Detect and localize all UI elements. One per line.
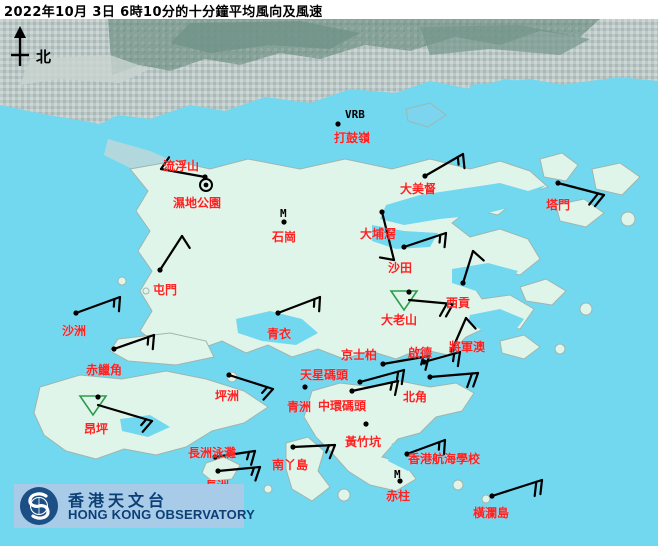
missing-data-marker: M (394, 468, 401, 481)
north-arrow-icon (11, 26, 29, 66)
station-marker[interactable] (449, 316, 477, 353)
station-label[interactable]: 昂坪 (84, 422, 109, 436)
station-marker[interactable] (363, 421, 369, 427)
station-marker[interactable] (421, 350, 462, 368)
station-marker[interactable] (357, 368, 406, 386)
wind-barb-shaft (159, 167, 207, 179)
station-label[interactable]: 中環碼頭 (318, 399, 367, 413)
station-label[interactable]: 京士柏 (341, 348, 378, 362)
station-label[interactable]: 啟德 (408, 346, 433, 360)
wind-barb-shaft (96, 403, 154, 423)
wind-barb-shaft (158, 234, 184, 272)
station-label[interactable]: 長洲泳灘 (188, 446, 237, 460)
station-label[interactable]: 打鼓嶺 (334, 131, 371, 145)
station-marker[interactable] (397, 478, 403, 484)
page-title: 2022年10月 3日 6時10分的十分鐘平均風向及風速 (4, 5, 323, 20)
station-label[interactable]: 西貢 (446, 296, 471, 310)
station-marker[interactable] (157, 234, 191, 273)
station-marker[interactable] (489, 478, 544, 499)
wind-barb-layer (73, 121, 606, 499)
station-label[interactable]: 南丫島 (272, 458, 309, 472)
station-marker[interactable] (378, 209, 396, 262)
station-marker[interactable] (302, 384, 308, 390)
wind-barb-shaft (490, 478, 544, 498)
north-label: 北 (36, 48, 52, 66)
station-label[interactable]: 天星碼頭 (300, 368, 349, 382)
station-marker[interactable] (290, 443, 337, 460)
station-marker[interactable] (275, 295, 322, 316)
wind-barb-shaft (350, 379, 400, 393)
station-label[interactable]: 大埔滘 (360, 227, 397, 241)
title-bar: 2022年10月 3日 6時10分的十分鐘平均風向及風速 (0, 0, 658, 20)
station-label[interactable]: 赤鱲角 (86, 363, 123, 377)
station-label[interactable]: 黃竹坑 (345, 435, 382, 449)
logo-name-en: HONG KONG OBSERVATORY (68, 507, 255, 522)
map-geography (0, 19, 658, 546)
station-label[interactable]: 濕地公園 (173, 196, 222, 210)
station-label[interactable]: 坪洲 (215, 389, 240, 403)
station-marker[interactable] (422, 152, 466, 179)
station-label[interactable]: 香港航海學校 (408, 452, 481, 466)
station-marker[interactable] (389, 289, 455, 318)
station-label[interactable]: 將軍澳 (449, 340, 486, 354)
station-label[interactable]: 青洲 (287, 400, 312, 414)
station-marker[interactable] (427, 371, 480, 389)
station-marker[interactable] (380, 354, 431, 371)
station-marker[interactable] (199, 178, 213, 192)
wind-barb-shaft (380, 210, 396, 262)
station-label[interactable]: 沙洲 (62, 324, 87, 338)
station-label[interactable]: 大老山 (381, 313, 418, 327)
station-label[interactable]: 橫瀾島 (473, 506, 510, 520)
station-label[interactable]: 青衣 (267, 327, 292, 341)
station-label[interactable]: 赤柱 (386, 489, 411, 503)
station-marker[interactable] (215, 465, 262, 482)
station-marker[interactable] (281, 219, 287, 225)
station-marker[interactable] (555, 180, 606, 208)
logo-name-zh: 香港天文台 (68, 491, 169, 510)
wind-barb-shaft (428, 371, 480, 379)
station-label[interactable]: 大美督 (400, 182, 437, 196)
station-marker[interactable] (111, 333, 156, 352)
station-marker[interactable] (404, 438, 447, 457)
wind-barb-shaft (461, 249, 475, 285)
wind-barb-shaft (276, 295, 322, 315)
north-arrow: 北 (6, 24, 58, 70)
station-label[interactable]: 沙田 (388, 261, 413, 275)
wind-barb-shaft (358, 368, 406, 384)
hko-s-glyph-icon (21, 488, 57, 524)
station-marker[interactable] (460, 249, 485, 286)
map-canvas[interactable] (0, 19, 658, 546)
wind-barb-shaft (407, 298, 455, 306)
wind-barb-shaft (381, 354, 431, 366)
wind-barb-shaft (450, 316, 468, 352)
station-marker[interactable] (335, 121, 341, 127)
wind-barb-shaft (423, 152, 465, 178)
station-marker[interactable] (401, 231, 448, 250)
station-marker[interactable] (73, 295, 122, 316)
hko-logo: 香港天文台 HONG KONG OBSERVATORY (14, 484, 255, 528)
wind-barb-shaft (402, 231, 448, 249)
station-marker[interactable] (78, 394, 154, 433)
station-marker[interactable] (349, 379, 400, 397)
missing-data-marker: M (280, 207, 287, 220)
station-label[interactable]: 流浮山 (163, 159, 200, 173)
station-marker[interactable] (212, 449, 257, 466)
variable-wind-marker: VRB (345, 108, 365, 121)
wind-barb-shaft (74, 295, 122, 315)
station-label[interactable]: 屯門 (153, 283, 178, 297)
station-marker[interactable] (226, 372, 275, 401)
station-label[interactable]: 北角 (403, 390, 428, 404)
wind-barb-shaft (227, 373, 275, 391)
station-label[interactable]: 石崗 (272, 230, 297, 244)
wind-barb-shaft (556, 181, 606, 197)
station-label[interactable]: 塔門 (546, 198, 571, 212)
